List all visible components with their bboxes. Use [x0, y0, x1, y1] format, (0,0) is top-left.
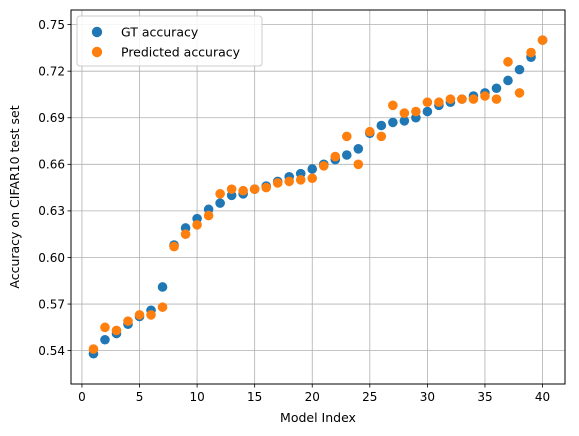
predicted-accuracy-point — [215, 189, 225, 199]
predicted-accuracy-point — [157, 302, 168, 312]
gt-accuracy-point — [399, 116, 410, 126]
predicted-accuracy-point — [388, 100, 398, 111]
y-tick-label: 0.72 — [38, 64, 65, 78]
gt-accuracy-point — [388, 117, 398, 128]
predicted-accuracy-point — [514, 88, 525, 98]
x-tick-label: 30 — [420, 390, 435, 404]
predicted-accuracy-point — [365, 126, 375, 137]
gt-accuracy-point — [376, 120, 387, 131]
predicted-accuracy-point — [226, 184, 237, 194]
gt-accuracy-point — [341, 150, 352, 160]
x-tick-label: 0 — [78, 390, 86, 404]
x-tick-label: 10 — [189, 390, 204, 404]
y-tick-label: 0.63 — [38, 204, 65, 218]
x-tick-label: 5 — [136, 390, 144, 404]
predicted-accuracy-point — [295, 175, 306, 185]
predicted-accuracy-point — [422, 97, 433, 108]
y-tick-label: 0.57 — [38, 297, 65, 311]
x-tick-label: 15 — [247, 390, 262, 404]
grid — [71, 10, 565, 384]
predicted-accuracy-point — [249, 184, 260, 194]
gt-accuracy-point — [503, 75, 513, 86]
x-tick-label: 35 — [477, 390, 492, 404]
axis-ticks: 0 5 10 15 20 25 30 35 40 0.54 0.57 0.60 0.63 0.66 0.69… — [38, 18, 550, 404]
x-tick-label: 40 — [535, 390, 550, 404]
legend-label-gt-accuracy: GT accuracy — [121, 25, 199, 40]
y-tick-label: 0.60 — [38, 251, 65, 265]
legend-marker-gt-accuracy — [91, 26, 103, 38]
y-tick-label: 0.54 — [38, 344, 65, 358]
predicted-accuracy-point — [399, 108, 410, 118]
predicted-accuracy-point — [203, 210, 214, 221]
predicted-accuracy-point — [238, 185, 248, 196]
series-predicted-accuracy — [88, 35, 548, 354]
gt-accuracy-point — [491, 83, 502, 94]
plot-frame — [70, 9, 566, 385]
predicted-accuracy-point — [353, 159, 364, 170]
x-axis-label: Model Index — [280, 410, 356, 425]
predicted-accuracy-point — [491, 94, 502, 104]
y-tick-label: 0.69 — [38, 111, 65, 125]
predicted-accuracy-point — [434, 97, 444, 108]
predicted-accuracy-point — [468, 94, 479, 104]
data-points — [88, 35, 548, 359]
predicted-accuracy-point — [341, 131, 352, 142]
predicted-accuracy-point — [457, 94, 467, 104]
predicted-accuracy-point — [180, 229, 191, 239]
predicted-accuracy-point — [146, 310, 156, 320]
predicted-accuracy-point — [284, 176, 295, 187]
x-tick-label: 20 — [305, 390, 320, 404]
predicted-accuracy-point — [169, 241, 179, 252]
predicted-accuracy-point — [123, 316, 133, 326]
predicted-accuracy-point — [100, 322, 110, 333]
x-tick-label: 25 — [362, 390, 377, 404]
legend: GT accuracy Predicted accuracy — [76, 15, 263, 67]
predicted-accuracy-point — [307, 173, 318, 184]
predicted-accuracy-point — [503, 57, 513, 67]
legend-box — [76, 15, 263, 67]
predicted-accuracy-point — [330, 151, 341, 162]
predicted-accuracy-point — [192, 220, 202, 230]
gt-accuracy-point — [422, 106, 433, 117]
predicted-accuracy-point — [272, 178, 283, 188]
legend-marker-predicted-accuracy — [91, 46, 103, 58]
predicted-accuracy-point — [480, 91, 490, 101]
y-tick-label: 0.66 — [38, 158, 65, 172]
predicted-accuracy-point — [411, 106, 421, 117]
predicted-accuracy-point — [134, 310, 145, 320]
predicted-accuracy-point — [88, 344, 99, 354]
predicted-accuracy-point — [111, 325, 122, 336]
gt-accuracy-point — [215, 198, 225, 208]
gt-accuracy-point — [157, 282, 168, 292]
predicted-accuracy-point — [318, 161, 329, 171]
predicted-accuracy-point — [445, 94, 456, 104]
predicted-accuracy-point — [376, 131, 387, 142]
legend-label-predicted-accuracy: Predicted accuracy — [121, 45, 241, 60]
gt-accuracy-point — [514, 64, 525, 75]
gt-accuracy-point — [100, 334, 110, 345]
y-tick-label: 0.75 — [38, 18, 65, 32]
predicted-accuracy-point — [537, 35, 548, 45]
predicted-accuracy-point — [526, 47, 536, 58]
gt-accuracy-point — [353, 143, 364, 154]
predicted-accuracy-point — [261, 182, 271, 193]
y-axis-label: Accuracy on CIFAR10 test set — [7, 105, 22, 288]
gt-accuracy-point — [307, 164, 318, 174]
